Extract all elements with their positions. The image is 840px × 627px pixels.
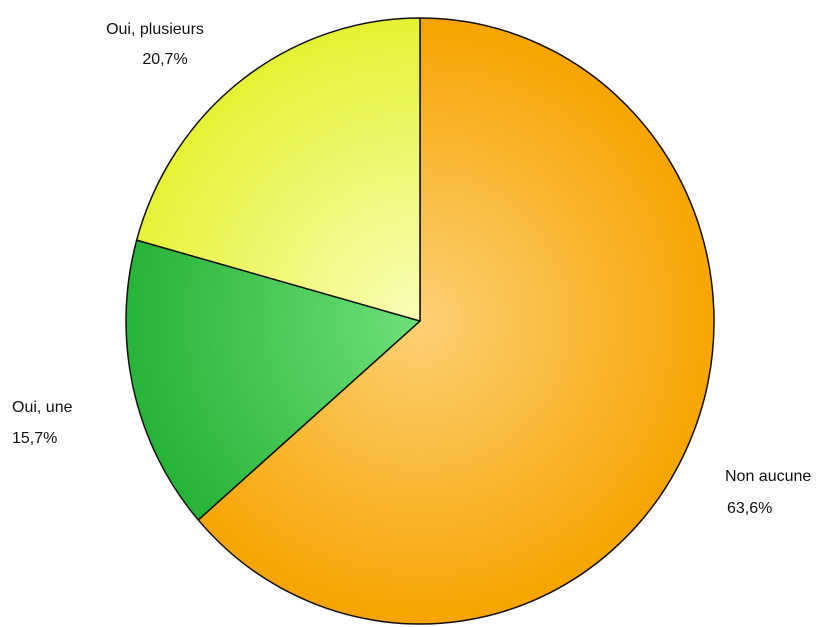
- slice-label-non-aucune: Non aucune: [725, 468, 811, 485]
- slice-value-non-aucune: 63,6%: [727, 500, 772, 517]
- pie-slice-oui-une: [125, 239, 421, 521]
- pie-slices: [125, 17, 715, 625]
- slice-label-oui-une: Oui, une: [12, 399, 73, 416]
- slice-value-oui-plusieurs: 20,7%: [142, 51, 187, 68]
- pie-labels: Non aucune 63,6% Oui, une 15,7% Oui, plu…: [12, 21, 811, 517]
- slice-value-oui-une: 15,7%: [12, 430, 57, 447]
- slice-label-oui-plusieurs: Oui, plusieurs: [106, 21, 204, 38]
- pie-slice-oui-plusieurs: [135, 17, 421, 322]
- pie-slice-non-aucune: [197, 17, 715, 625]
